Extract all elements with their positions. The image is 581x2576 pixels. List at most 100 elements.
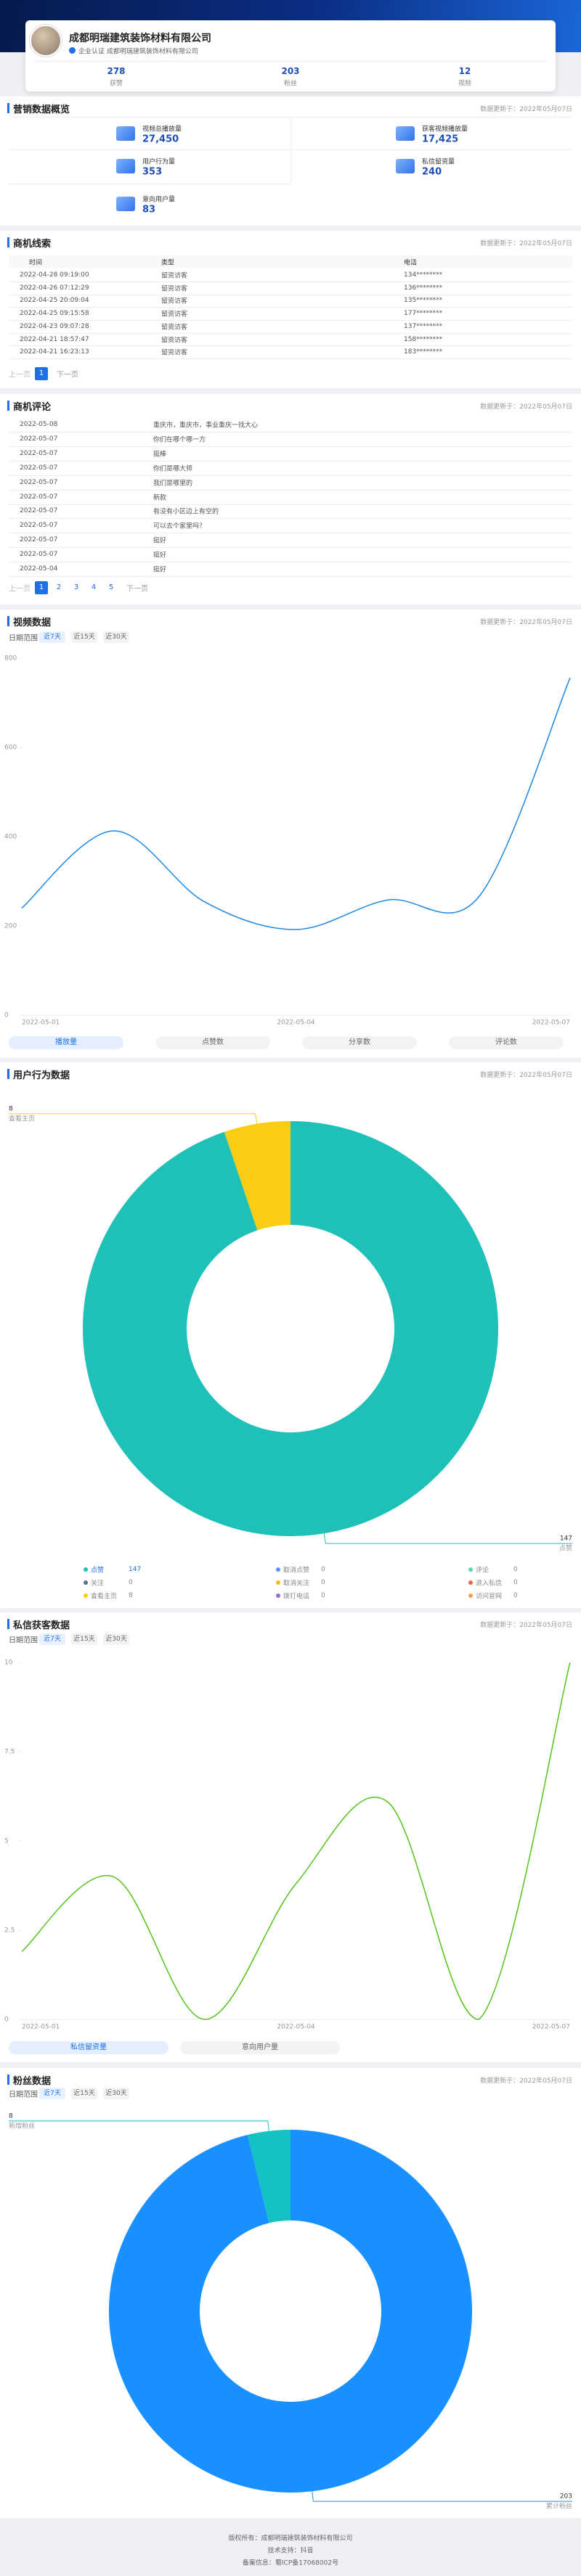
legend-value: 0 bbox=[513, 1566, 518, 1573]
comment-cell: 2022-05-07 bbox=[20, 493, 58, 501]
callout-line bbox=[323, 1533, 572, 1544]
table-cell: 136******** bbox=[404, 284, 443, 292]
tab-button[interactable]: 点赞数 bbox=[155, 1036, 270, 1049]
legend-name: 访问官网 bbox=[476, 1593, 503, 1601]
item-label: 视频总播放量 bbox=[142, 126, 182, 134]
row-line bbox=[9, 319, 572, 321]
legend-name: 进入私信 bbox=[476, 1580, 503, 1588]
pagination-prev: 上一页 bbox=[9, 371, 31, 380]
comment-cell: 2022-05-07 bbox=[20, 478, 58, 486]
table-cell: 2022-04-23 09:07:28 bbox=[20, 322, 89, 330]
legend-name: 取消关注 bbox=[283, 1580, 310, 1588]
item-label: 用户行为量 bbox=[142, 158, 176, 166]
section-bar bbox=[7, 1069, 9, 1079]
comment-cell: 2022-05-08 bbox=[20, 421, 58, 428]
legend-value: 0 bbox=[321, 1579, 325, 1586]
stat-label: 粉丝 bbox=[283, 80, 298, 88]
cert-icon bbox=[69, 47, 76, 54]
comment-cell: 你们是哪大师 bbox=[153, 465, 193, 473]
tab-button[interactable]: 评论数 bbox=[449, 1036, 564, 1049]
section-title: 营销数据概览 bbox=[13, 104, 70, 115]
pagination-page[interactable]: 5 bbox=[108, 583, 114, 591]
filter-button[interactable]: 近7天 bbox=[39, 631, 65, 643]
table-cell: 2022-04-26 07:12:29 bbox=[20, 284, 89, 292]
update-time: 数据更新于：2022年05月07日 bbox=[480, 2077, 572, 2085]
pagination-page[interactable]: 3 bbox=[73, 583, 79, 591]
divider bbox=[34, 61, 547, 62]
filter-button[interactable]: 近15天 bbox=[71, 1633, 97, 1645]
comment-cell: 可以去个家里吗？ bbox=[153, 522, 206, 530]
y-tick-label: 800 bbox=[4, 655, 17, 663]
item-value: 83 bbox=[142, 204, 156, 216]
callout-name: 查看主页 bbox=[9, 1114, 35, 1123]
section: 视频数据 数据更新于：2022年05月07日 日期范围 近7天 近15天 近30天 0 200… bbox=[0, 610, 581, 1058]
x-tick-label: 2022-05-07 bbox=[532, 2024, 570, 2031]
stat-value: 12 bbox=[458, 66, 471, 76]
table-header: 电话 bbox=[404, 259, 418, 266]
pagination-page[interactable]: 1 bbox=[35, 367, 48, 380]
row-line bbox=[9, 504, 572, 505]
pagination-page[interactable]: 2 bbox=[56, 583, 62, 591]
item-icon bbox=[396, 126, 415, 141]
pagination-next[interactable]: 下一页 bbox=[57, 371, 78, 380]
pagination-prev: 上一页 bbox=[9, 585, 31, 594]
section-bar bbox=[7, 616, 9, 626]
table-cell: 留资访客 bbox=[161, 298, 188, 305]
filter-button[interactable]: 近7天 bbox=[39, 2088, 65, 2099]
table-cell: 留资访客 bbox=[161, 349, 188, 357]
item-icon bbox=[116, 197, 135, 211]
update-time: 数据更新于：2022年05月07日 bbox=[480, 403, 572, 411]
section: 私信获客数据 数据更新于：2022年05月07日 日期范围 近7天 近15天 近30天 0 2… bbox=[0, 1612, 581, 2062]
update-time: 数据更新于：2022年05月07日 bbox=[480, 240, 572, 247]
comment-cell: 挺好 bbox=[153, 551, 167, 559]
comment-cell: 新款 bbox=[153, 494, 167, 501]
tab-button[interactable]: 分享数 bbox=[302, 1036, 417, 1049]
callout-name: 点赞 bbox=[559, 1544, 572, 1553]
line-chart: 0 2.5 5 7.5 10 2022-05-01 2022-05-04 2022-05-07 bbox=[4, 1660, 571, 2031]
filter-button[interactable]: 近7天 bbox=[39, 1633, 65, 1645]
avatar bbox=[30, 25, 62, 57]
legend-dot bbox=[84, 1580, 88, 1585]
tab-button[interactable]: 意向用户量 bbox=[180, 2041, 340, 2054]
stat-value: 278 bbox=[107, 66, 126, 76]
section: 商机评论 数据更新于：2022年05月07日 2022-05-08 重庆市，重庆市，事… bbox=[0, 394, 581, 604]
legend-dot bbox=[468, 1593, 473, 1598]
table-cell: 183******** bbox=[404, 348, 443, 356]
line-series bbox=[21, 1662, 571, 2020]
section-title: 视频数据 bbox=[13, 618, 52, 628]
filter-button[interactable]: 近30天 bbox=[103, 2088, 129, 2099]
tab-button[interactable]: 私信留资量 bbox=[9, 2041, 168, 2054]
filter-button[interactable]: 近30天 bbox=[103, 631, 129, 643]
table-header-bg bbox=[9, 255, 572, 268]
tab-button[interactable]: 播放量 bbox=[9, 1036, 123, 1049]
pagination-page[interactable]: 4 bbox=[91, 583, 97, 591]
update-time: 数据更新于：2022年05月07日 bbox=[480, 1622, 572, 1629]
filter-button[interactable]: 近15天 bbox=[71, 2088, 97, 2099]
comment-cell: 挺好 bbox=[153, 537, 167, 545]
comment-cell: 挺棒 bbox=[153, 451, 167, 459]
pie-slice bbox=[109, 2130, 472, 2493]
row-line bbox=[9, 460, 572, 462]
filter-button[interactable]: 近15天 bbox=[71, 631, 97, 643]
section-title: 商机评论 bbox=[13, 402, 52, 413]
legend-dot bbox=[276, 1567, 280, 1572]
comment-cell: 我们是哪里的 bbox=[153, 480, 193, 488]
comment-cell: 2022-05-07 bbox=[20, 464, 58, 472]
comment-cell: 2022-05-07 bbox=[20, 507, 58, 515]
pagination-next[interactable]: 下一页 bbox=[126, 585, 148, 594]
pie-slice bbox=[224, 1121, 290, 1231]
row-line bbox=[9, 358, 572, 359]
callout-value: 203 bbox=[560, 2493, 572, 2501]
legend-name: 拨打电话 bbox=[283, 1593, 310, 1601]
x-tick-label: 2022-05-01 bbox=[22, 2024, 60, 2031]
filter-button[interactable]: 近30天 bbox=[103, 1633, 129, 1645]
table-cell: 2022-04-21 16:23:13 bbox=[20, 348, 89, 356]
table-cell: 134******** bbox=[404, 271, 443, 279]
pagination-page[interactable]: 1 bbox=[35, 581, 48, 594]
x-tick-label: 2022-05-04 bbox=[277, 2024, 315, 2031]
item-label: 获客视频播放量 bbox=[422, 126, 468, 134]
legend-name: 点赞 bbox=[91, 1567, 105, 1575]
comment-cell: 重庆市，重庆市，事业重庆一找大心 bbox=[153, 422, 259, 430]
